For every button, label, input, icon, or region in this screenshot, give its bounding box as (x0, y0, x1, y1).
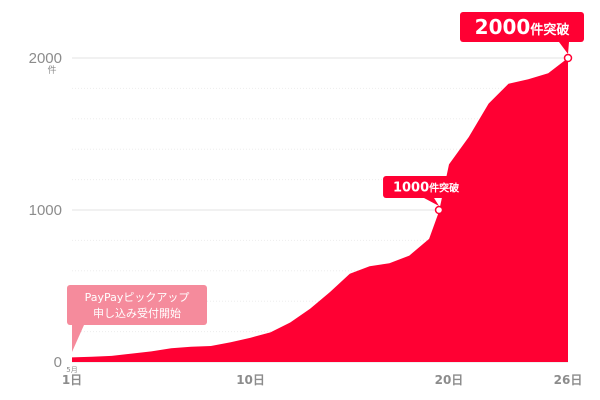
note-pointer (72, 325, 84, 352)
milestone-callout: 1000件突破 (383, 176, 470, 215)
y-tick-label: 2000 (29, 50, 62, 67)
note-line-2: 申し込み受付開始 (93, 306, 181, 320)
callout-pointer (559, 42, 569, 54)
x-tick-label: 26日 (554, 373, 583, 387)
note-line-1: PayPayピックアップ (85, 291, 190, 304)
callout-suffix: 件突破 (530, 22, 569, 38)
callout-background (460, 12, 584, 42)
series-area (72, 58, 568, 362)
callout-background (383, 176, 470, 198)
callout-label: 1000件突破 (393, 181, 459, 196)
y-tick-label: 0 (54, 354, 62, 371)
x-start-month-label: 5月 (66, 366, 77, 374)
callout-label: 2000件突破 (475, 15, 570, 39)
callout-value: 1000 (393, 181, 429, 196)
milestone-point (434, 205, 444, 215)
x-tick-label: 10日 (236, 373, 265, 387)
callout-suffix: 件突破 (429, 182, 459, 195)
x-axis: 1日 10日 20日 26日 (62, 373, 583, 387)
y-axis: 0 1000 2000 (29, 50, 62, 371)
start-note-callout: PayPayピックアップ 申し込み受付開始 (67, 285, 207, 352)
milestone-callout: 2000件突破 (460, 12, 584, 63)
milestone-point (563, 53, 573, 63)
callout-pointer (424, 198, 440, 206)
note-background (67, 285, 207, 325)
y-tick-label: 1000 (29, 202, 62, 219)
x-tick-label: 1日 (62, 373, 82, 387)
x-tick-label: 20日 (435, 373, 464, 387)
callout-value: 2000 (475, 15, 531, 39)
y-unit-label: 件 (47, 64, 56, 76)
